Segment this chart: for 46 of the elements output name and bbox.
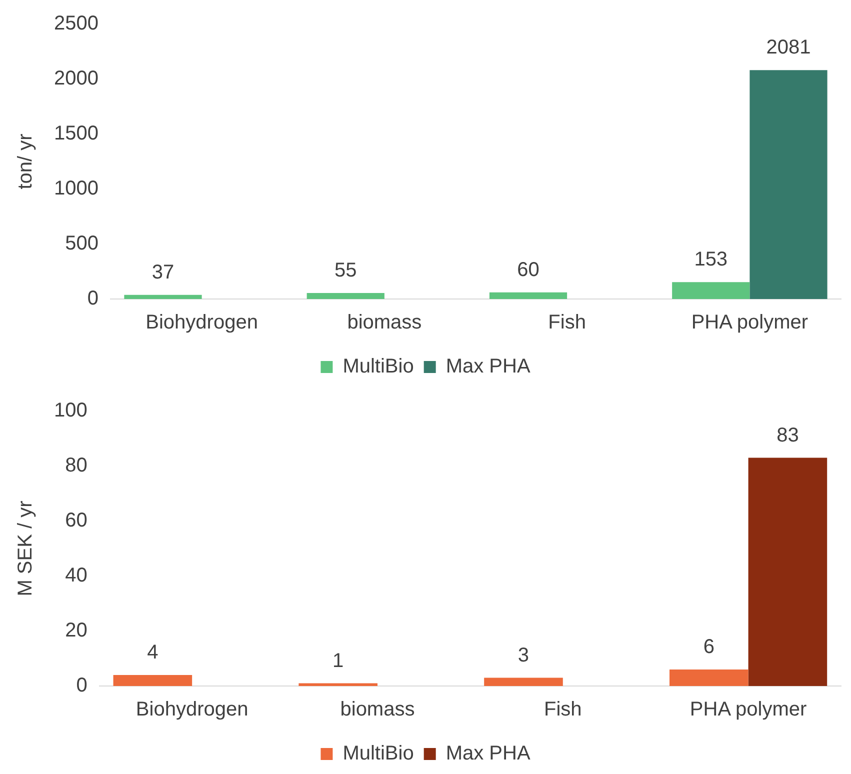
bar <box>670 670 748 686</box>
y-tick-label: 100 <box>54 400 88 422</box>
data-label: 3 <box>518 644 530 666</box>
x-tick-label: biomass <box>347 312 422 334</box>
bar <box>306 292 384 299</box>
data-label: 2081 <box>766 36 811 59</box>
bar <box>748 458 828 686</box>
y-tick-label: 2500 <box>54 12 98 35</box>
bar <box>672 282 750 299</box>
y-axis-title: M SEK / yr <box>14 500 37 596</box>
y-tick-label: 1000 <box>54 178 98 200</box>
y-tick-label: 60 <box>65 510 88 532</box>
x-tick-label: Fish <box>548 312 586 334</box>
data-label: 6 <box>703 636 714 658</box>
x-tick-label: PHA polymer <box>691 312 808 334</box>
y-tick-label: 80 <box>65 454 88 477</box>
x-tick-label: biomass <box>340 698 415 721</box>
y-tick-label: 0 <box>87 288 98 310</box>
data-label: 37 <box>152 261 174 284</box>
bar <box>298 683 378 686</box>
data-label: 4 <box>147 642 158 664</box>
x-tick-label: PHA polymer <box>690 698 807 721</box>
y-tick-label: 1500 <box>54 122 98 145</box>
data-label: 1 <box>332 650 344 672</box>
y-tick-label: 2000 <box>54 68 98 90</box>
x-tick-label: Fish <box>544 698 582 721</box>
bar <box>484 678 563 686</box>
bar <box>124 294 202 299</box>
y-tick-label: 500 <box>65 232 98 255</box>
data-label: 60 <box>517 258 540 281</box>
legend-label: MultiBio <box>342 742 414 765</box>
x-tick-label: Biohydrogen <box>146 312 258 334</box>
y-tick-label: 40 <box>65 564 88 587</box>
legend-label: MultiBio <box>342 356 414 378</box>
y-axis-title: ton/ yr <box>14 133 37 190</box>
bar <box>489 292 568 299</box>
y-tick-label: 0 <box>76 674 88 697</box>
data-label: 55 <box>334 259 357 282</box>
x-tick-label: Biohydrogen <box>136 698 248 721</box>
bar <box>750 70 828 299</box>
data-label: 153 <box>694 248 728 271</box>
y-tick-label: 20 <box>65 620 88 642</box>
legend-label: Max PHA <box>446 742 531 765</box>
bar <box>113 675 192 686</box>
data-label: 83 <box>776 424 799 446</box>
legend-label: Max PHA <box>446 356 531 378</box>
